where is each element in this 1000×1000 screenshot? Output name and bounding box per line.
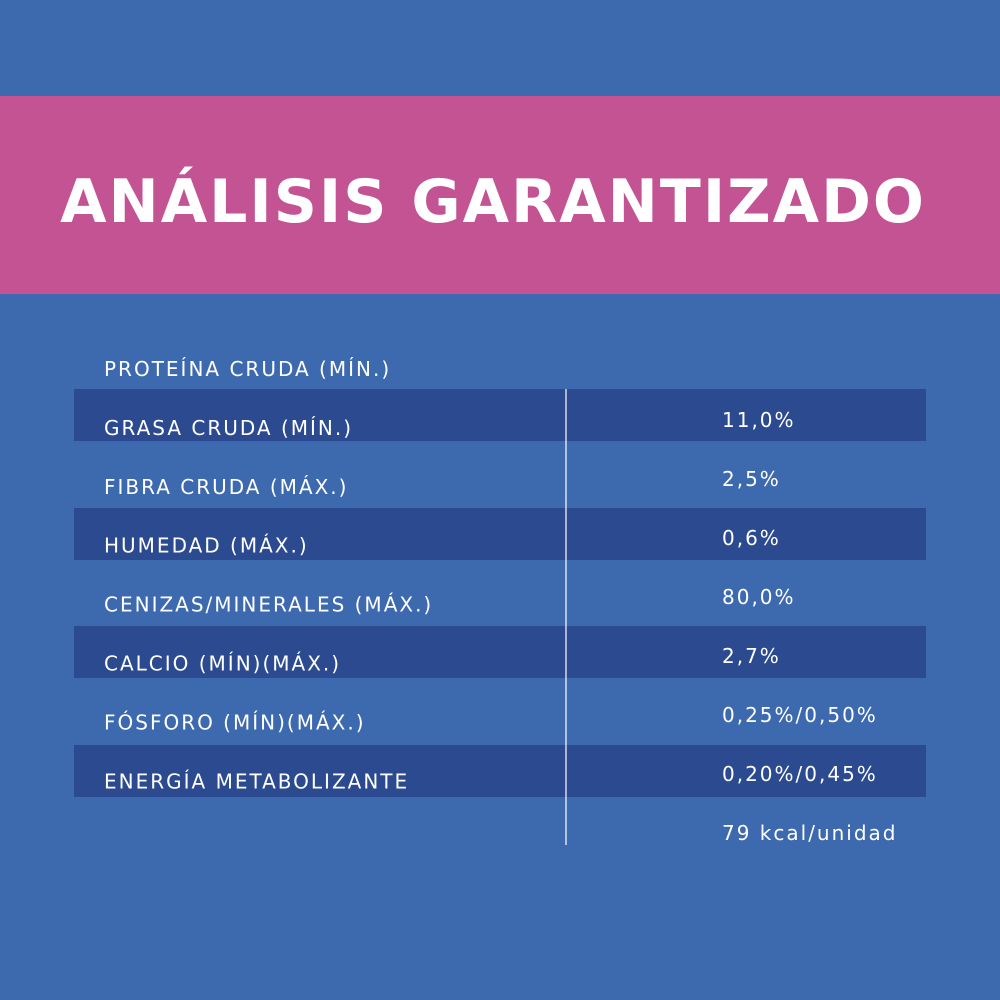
title: ANÁLISIS GARANTIZADO <box>60 166 926 237</box>
row-label: GRASA CRUDA (MÍN.) <box>104 416 353 440</box>
row-label: FIBRA CRUDA (MÁX.) <box>104 475 348 499</box>
row-value: 0,25%/0,50% <box>722 703 878 727</box>
row-value: 2,5% <box>722 467 781 491</box>
stripes <box>74 389 926 797</box>
row-value: 0,20%/0,45% <box>722 762 878 786</box>
row-value: 0,6% <box>722 526 781 550</box>
stripe <box>74 745 926 797</box>
row-label: HUMEDAD (MÁX.) <box>104 534 309 558</box>
stripe <box>74 626 926 678</box>
row-label: ENERGÍA METABOLIZANTE <box>104 769 409 793</box>
row-value: 79 kcal/unidad <box>722 821 898 845</box>
row-label: PROTEÍNA CRUDA (MÍN.) <box>104 357 391 381</box>
row-label: CENIZAS/MINERALES (MÁX.) <box>104 593 433 617</box>
stripe <box>74 508 926 560</box>
stripe <box>74 389 926 441</box>
row-value: 80,0% <box>722 585 796 609</box>
row-label: FÓSFORO (MÍN)(MÁX.) <box>104 710 366 734</box>
table: PROTEÍNA CRUDA (MÍN.) 11,0% GRASA CRUDA (M… <box>104 357 898 845</box>
row-label: CALCIO (MÍN)(MÁX.) <box>104 652 341 676</box>
title-band <box>0 96 1000 294</box>
row-value: 2,7% <box>722 644 781 668</box>
row-value: 11,0% <box>722 408 796 432</box>
